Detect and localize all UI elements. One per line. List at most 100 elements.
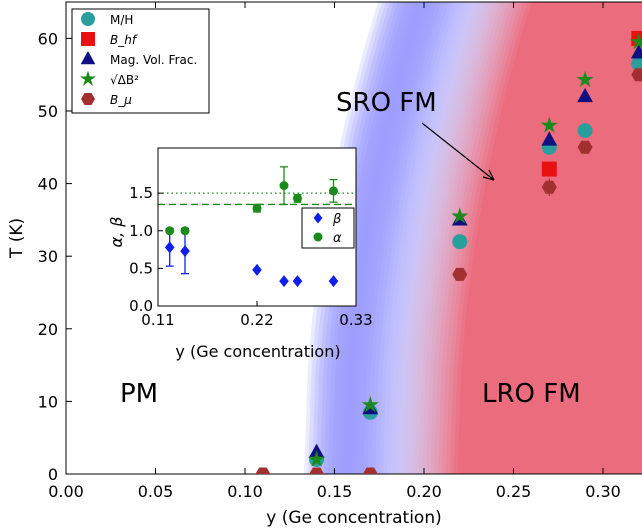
x-tick-label: 0.10 [227, 482, 263, 501]
main-data-points [255, 30, 642, 474]
data-point [541, 161, 557, 177]
phase-band [339, 2, 642, 474]
inset-x-tick-label: 0.33 [339, 311, 372, 329]
y-tick-label: 50 [38, 102, 58, 121]
data-point [292, 275, 303, 288]
data-point [630, 44, 642, 59]
inset-y-tick-label: 0.0 [129, 297, 153, 315]
y-axis-title: T (K) [7, 218, 27, 259]
phase-band [319, 2, 642, 474]
phase-band [371, 2, 642, 474]
data-point [541, 131, 558, 146]
x-tick-label: 0.00 [48, 482, 84, 501]
data-point [255, 467, 271, 474]
sro-arrow-head [482, 169, 495, 181]
phase-band [449, 2, 642, 474]
phase-band [327, 2, 642, 474]
data-point [329, 186, 338, 196]
label-sro-fm: SRO FM [336, 88, 437, 118]
phase-band [398, 2, 642, 474]
phase-band [434, 2, 642, 474]
x-tick-label: 0.05 [138, 482, 174, 501]
data-point [541, 180, 557, 194]
data-point [576, 70, 594, 88]
data-point [293, 193, 302, 203]
data-point [252, 203, 262, 213]
data-point [164, 241, 175, 254]
phase-band [331, 2, 642, 474]
sro-arrow-line [421, 122, 495, 181]
inset-legend-marker [313, 232, 323, 242]
phase-band [335, 2, 642, 474]
phase-band [382, 2, 642, 474]
legend-label: B_μ [110, 93, 132, 107]
phase-band [394, 2, 642, 474]
y-tick-label: 60 [38, 29, 58, 48]
inset-y-tick-label: 0.5 [129, 259, 153, 277]
data-point [631, 56, 642, 72]
data-point [252, 263, 262, 276]
data-point [540, 116, 558, 133]
phase-band [355, 2, 642, 474]
phase-band [457, 2, 642, 474]
legend-label: Mag. Vol. Frac. [110, 53, 197, 67]
phase-band [422, 2, 642, 474]
inset-legend-box [301, 207, 355, 249]
phase-band [402, 2, 642, 474]
data-point [452, 267, 468, 281]
phase-band [308, 2, 642, 474]
inset-y-tick-label: 1.0 [129, 222, 153, 240]
phase-band [386, 2, 642, 474]
phase-band [378, 2, 642, 474]
inset-x-tick-label: 0.11 [141, 311, 174, 329]
phase-band [406, 2, 642, 474]
phase-region [304, 2, 642, 474]
phase-band [441, 2, 642, 474]
data-point [165, 226, 175, 236]
data-point [180, 245, 190, 258]
label-lro-fm: LRO FM [482, 379, 581, 409]
y-tick-label: 0 [48, 465, 58, 484]
phase-band [418, 2, 642, 474]
phase-band [374, 2, 642, 474]
inset-x-axis-title: y (Ge concentration) [175, 342, 340, 361]
x-tick-label: 0.20 [406, 482, 442, 501]
data-point [328, 275, 339, 288]
y-tick-label: 20 [38, 320, 58, 339]
legend-box [71, 8, 210, 114]
data-point [309, 467, 325, 474]
data-point [361, 396, 379, 413]
phase-band [347, 2, 642, 474]
y-tick-label: 30 [38, 247, 58, 266]
inset-y-axis-title: α, β [107, 217, 126, 248]
data-point [577, 123, 593, 139]
inset-data-points [164, 166, 339, 288]
phase-band [359, 2, 642, 474]
phase-band [426, 2, 642, 474]
inset-axes: 0.11 0.22 0.33 0.0 0.5 1.0 1.5 [129, 184, 373, 329]
phase-band [410, 2, 642, 474]
phase-band [437, 2, 642, 474]
phase-band [390, 2, 642, 474]
x-tick-label: 0.25 [496, 482, 532, 501]
legend-marker [80, 70, 96, 86]
main-axes: 0.00 0.05 0.10 0.15 0.20 0.25 0.30 0 10 20 30 40 50 6… [38, 2, 621, 501]
data-point [452, 234, 468, 250]
legend-label: B_hf [110, 33, 138, 47]
inset-legend: βα [301, 207, 355, 249]
legend-marker [81, 12, 95, 26]
legend-marker [81, 92, 95, 106]
inset-chart: 0.11 0.22 0.33 0.0 0.5 1.0 1.5 y (Ge concentra… [107, 147, 373, 361]
data-point [451, 207, 469, 224]
inset-y-tick-label: 1.5 [129, 184, 153, 202]
legend-label: √ΔB² [110, 73, 139, 87]
phase-band [414, 2, 642, 474]
data-point [308, 450, 326, 467]
data-point [180, 226, 190, 236]
data-point [577, 140, 593, 154]
inset-legend-label: α [333, 231, 342, 246]
plot-frame [65, 1, 642, 475]
data-point [279, 181, 289, 191]
y-tick-label: 10 [38, 392, 58, 411]
